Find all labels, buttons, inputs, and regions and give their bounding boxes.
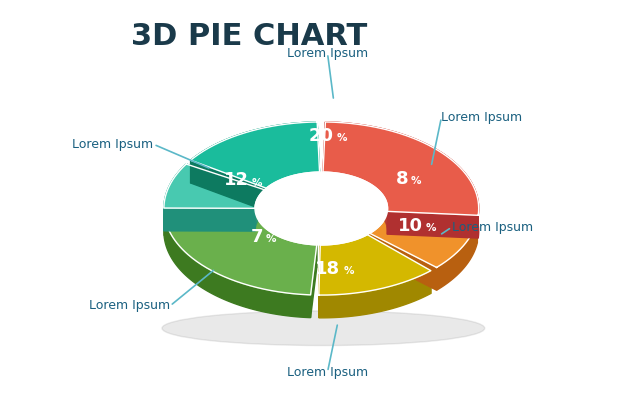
Polygon shape	[310, 245, 317, 318]
Text: Lorem Ipsum: Lorem Ipsum	[441, 111, 523, 124]
Polygon shape	[164, 210, 317, 295]
Text: Lorem Ipsum: Lorem Ipsum	[73, 138, 153, 151]
Polygon shape	[191, 122, 319, 188]
Polygon shape	[255, 210, 317, 268]
Polygon shape	[164, 164, 264, 208]
Polygon shape	[319, 271, 431, 318]
Polygon shape	[387, 211, 478, 238]
Text: %: %	[426, 224, 436, 234]
Polygon shape	[370, 234, 436, 290]
Ellipse shape	[162, 311, 485, 346]
Text: %: %	[252, 178, 263, 188]
Text: %: %	[266, 234, 276, 244]
Polygon shape	[319, 235, 431, 295]
Text: Lorem Ipsum: Lorem Ipsum	[452, 221, 533, 234]
Text: %: %	[411, 176, 421, 186]
Polygon shape	[387, 213, 478, 243]
Polygon shape	[317, 122, 319, 195]
Polygon shape	[191, 160, 266, 211]
Text: %: %	[343, 266, 354, 276]
Polygon shape	[323, 172, 387, 234]
Polygon shape	[255, 190, 264, 231]
Polygon shape	[164, 208, 255, 231]
Polygon shape	[323, 122, 479, 215]
Text: Lorem Ipsum: Lorem Ipsum	[89, 299, 170, 312]
Text: 18: 18	[315, 259, 340, 278]
Polygon shape	[370, 213, 478, 267]
Polygon shape	[164, 210, 255, 235]
Polygon shape	[319, 245, 321, 318]
Polygon shape	[266, 172, 319, 211]
Text: 7: 7	[251, 228, 264, 246]
Polygon shape	[323, 122, 326, 195]
Polygon shape	[326, 122, 479, 238]
Text: 12: 12	[224, 171, 249, 189]
Text: %: %	[337, 133, 347, 143]
Polygon shape	[370, 213, 387, 256]
Text: 20: 20	[309, 127, 334, 145]
Polygon shape	[186, 164, 264, 213]
Text: Lorem Ipsum: Lorem Ipsum	[287, 366, 368, 379]
Polygon shape	[321, 235, 367, 268]
Text: 8: 8	[396, 170, 408, 188]
Polygon shape	[164, 213, 310, 318]
Polygon shape	[164, 164, 186, 231]
Text: 10: 10	[398, 217, 423, 235]
Text: 3D PIE CHART: 3D PIE CHART	[131, 22, 367, 51]
Polygon shape	[191, 122, 317, 183]
Polygon shape	[367, 235, 431, 294]
Text: Lorem Ipsum: Lorem Ipsum	[287, 47, 368, 60]
Polygon shape	[255, 172, 387, 245]
Polygon shape	[436, 220, 478, 290]
